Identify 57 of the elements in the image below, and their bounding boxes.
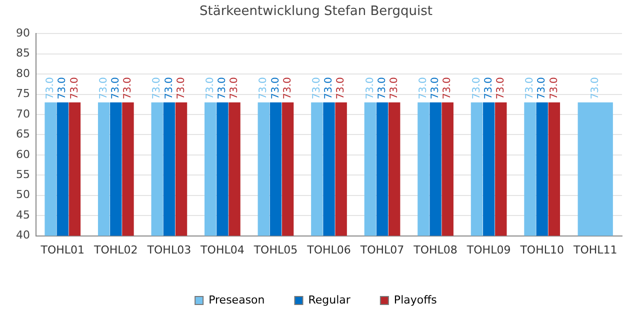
- y-tick-label: 55: [16, 168, 30, 181]
- y-tick-label: 40: [16, 228, 30, 242]
- legend-label: Regular: [308, 293, 351, 306]
- data-label: 73.0: [364, 77, 376, 100]
- data-label: 73.0: [45, 77, 56, 100]
- data-label: 73.0: [418, 77, 430, 100]
- data-label: 73.0: [270, 77, 282, 100]
- x-tick-label: TOHL04: [200, 243, 244, 256]
- x-tick-label: TOHL10: [519, 243, 564, 256]
- data-label: 73.0: [98, 77, 110, 100]
- data-label: 73.0: [110, 77, 122, 100]
- data-label: 73.0: [336, 77, 347, 100]
- x-tick-label: TOHL02: [93, 243, 138, 256]
- y-tick-label: 45: [16, 208, 30, 222]
- x-tick-label: TOHL06: [306, 243, 351, 256]
- data-label: 73.0: [548, 77, 560, 100]
- x-tick-label: TOHL03: [146, 243, 192, 256]
- data-label: 73.0: [229, 77, 240, 100]
- data-label: 73.0: [217, 77, 228, 100]
- y-tick-label: 85: [16, 46, 30, 60]
- data-label: 73.0: [122, 77, 134, 100]
- data-label: 73.0: [483, 77, 494, 100]
- data-label: 73.0: [164, 77, 175, 100]
- data-label: 73.0: [176, 77, 187, 100]
- data-label: 73.0: [471, 77, 482, 100]
- data-label: 73.0: [312, 77, 323, 100]
- data-label: 73.0: [495, 77, 506, 100]
- data-label: 73.0: [430, 77, 442, 100]
- y-tick-label: 50: [16, 188, 30, 202]
- y-tick-label: 60: [16, 148, 30, 161]
- data-label: 73.0: [258, 77, 270, 100]
- data-label: 73.0: [376, 77, 388, 100]
- data-label: 73.0: [388, 77, 400, 100]
- data-label: 73.0: [204, 77, 216, 100]
- data-label: 73.0: [152, 77, 163, 100]
- data-label: 73.0: [282, 77, 294, 100]
- data-label: 73.0: [590, 77, 601, 100]
- data-label: 73.0: [324, 77, 335, 100]
- chart-title: Stärkeentwicklung Stefan Bergquist: [200, 4, 432, 20]
- x-tick-label: TOHL08: [412, 243, 458, 256]
- y-tick-label: 80: [16, 66, 30, 80]
- x-tick-label: TOHL05: [252, 243, 298, 256]
- y-tick-label: 90: [16, 26, 30, 40]
- y-tick-label: 65: [16, 128, 30, 141]
- data-label: 73.0: [57, 77, 68, 100]
- x-tick-label: TOHL01: [40, 243, 85, 256]
- y-tick-label: 70: [16, 107, 30, 120]
- x-tick-label: TOHL11: [572, 243, 618, 256]
- data-label: 73.0: [442, 77, 454, 100]
- y-tick-label: 75: [16, 87, 30, 100]
- x-tick-label: TOHL07: [359, 243, 404, 256]
- legend-label: Playoffs: [394, 293, 438, 306]
- data-label: 73.0: [69, 77, 80, 100]
- legend-label: Preseason: [208, 293, 265, 306]
- data-label: 73.0: [536, 77, 548, 100]
- data-label: 73.0: [524, 77, 536, 100]
- x-tick-label: TOHL09: [466, 243, 511, 256]
